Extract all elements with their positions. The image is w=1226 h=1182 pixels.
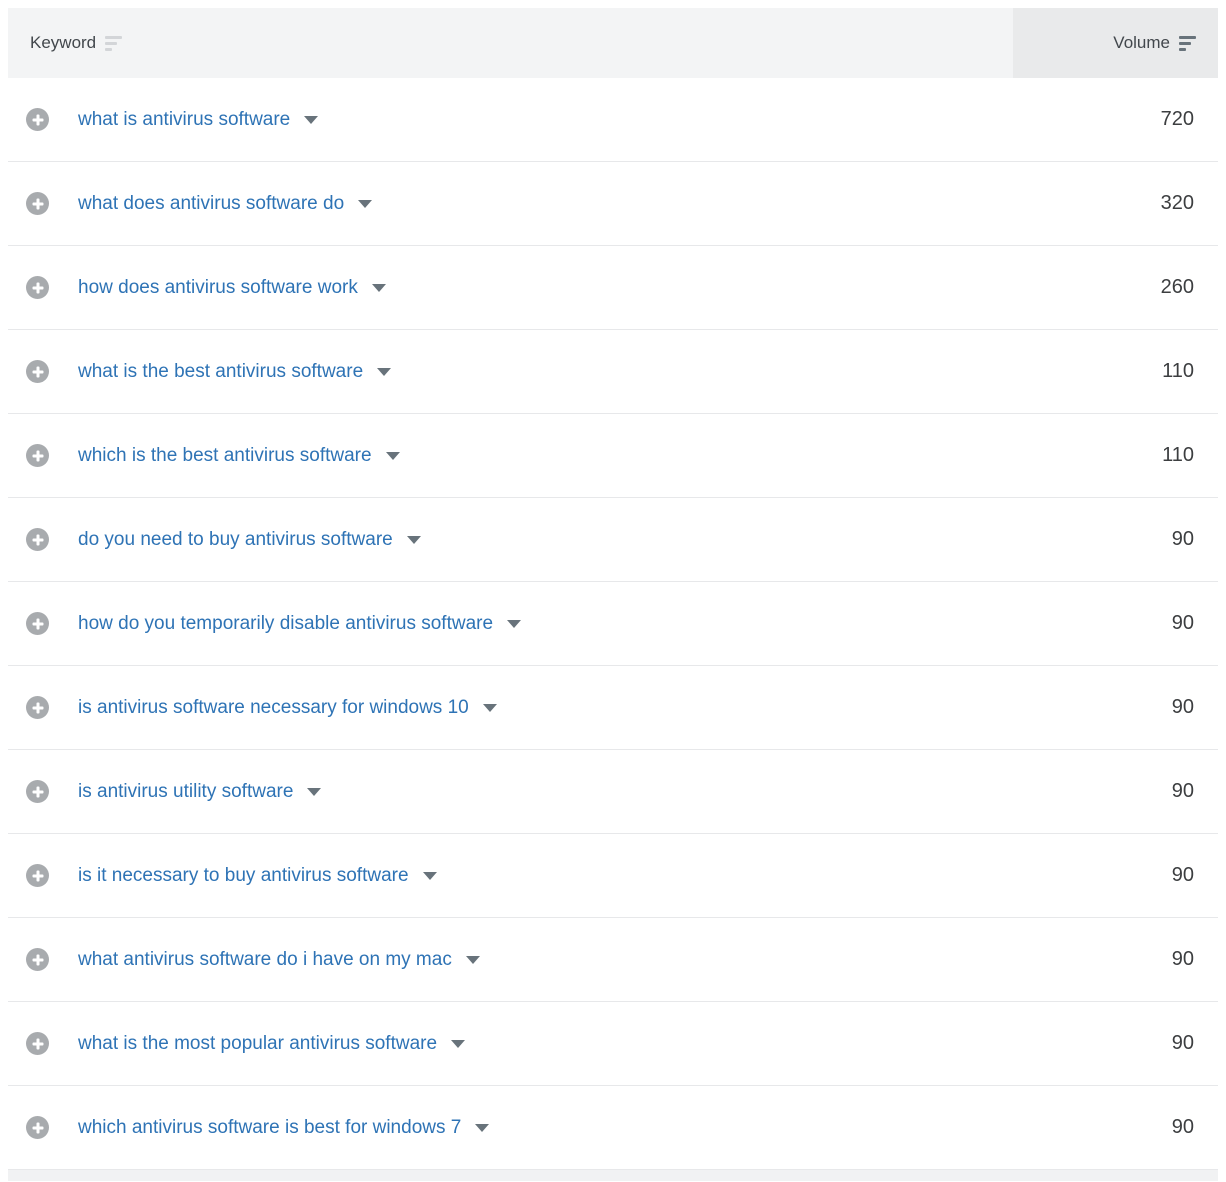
keyword-cell: what does antivirus software do	[8, 192, 1013, 215]
keyword-cell: what is antivirus software	[8, 108, 1013, 131]
keyword-cell: which is the best antivirus software	[8, 444, 1013, 467]
caret-down-icon[interactable]	[358, 199, 373, 208]
keyword-cell: what is the best antivirus software	[8, 360, 1013, 383]
add-keyword-button[interactable]	[26, 948, 49, 971]
add-keyword-button[interactable]	[26, 864, 49, 887]
caret-down-icon[interactable]	[422, 871, 437, 880]
keyword-link[interactable]: do you need to buy antivirus software	[78, 528, 393, 550]
table-body: what is antivirus software 720 what does…	[8, 78, 1218, 1170]
caret-down-icon[interactable]	[304, 115, 319, 124]
sort-lines-icon	[105, 35, 123, 51]
volume-value: 260	[1160, 276, 1194, 298]
keyword-link[interactable]: is it necessary to buy antivirus softwar…	[78, 864, 409, 886]
keyword-cell: do you need to buy antivirus software	[8, 528, 1013, 551]
volume-value: 90	[1171, 696, 1194, 718]
add-keyword-button[interactable]	[26, 108, 49, 131]
volume-column-label: Volume	[1113, 33, 1170, 52]
caret-down-icon[interactable]	[371, 283, 386, 292]
caret-down-icon[interactable]	[465, 955, 480, 964]
keyword-link[interactable]: what is the most popular antivirus softw…	[78, 1032, 438, 1054]
table-row: what is the most popular antivirus softw…	[8, 1002, 1218, 1086]
caret-down-icon[interactable]	[385, 451, 400, 460]
table-row: how does antivirus software work 260	[8, 246, 1218, 330]
table-footer-strip	[8, 1170, 1218, 1181]
table-row: what antivirus software do i have on my …	[8, 918, 1218, 1002]
add-keyword-button[interactable]	[26, 780, 49, 803]
volume-value: 90	[1171, 948, 1194, 970]
table-row: which is the best antivirus software 110	[8, 414, 1218, 498]
volume-value: 110	[1162, 360, 1194, 382]
add-keyword-button[interactable]	[26, 360, 49, 383]
add-keyword-button[interactable]	[26, 276, 49, 299]
volume-value: 90	[1171, 864, 1194, 886]
caret-down-icon[interactable]	[307, 787, 322, 796]
keyword-link[interactable]: is antivirus utility software	[78, 780, 294, 802]
keyword-link[interactable]: which is the best antivirus software	[78, 444, 372, 466]
volume-value: 720	[1160, 108, 1194, 130]
caret-down-icon[interactable]	[377, 367, 392, 376]
keyword-cell: is antivirus software necessary for wind…	[8, 696, 1013, 719]
caret-down-icon[interactable]	[507, 619, 522, 628]
keyword-cell: what antivirus software do i have on my …	[8, 948, 1013, 971]
table-row: what is antivirus software 720	[8, 78, 1218, 162]
keyword-link[interactable]: what antivirus software do i have on my …	[78, 948, 452, 970]
add-keyword-button[interactable]	[26, 192, 49, 215]
keyword-cell: is it necessary to buy antivirus softwar…	[8, 864, 1013, 887]
volume-value: 90	[1171, 612, 1194, 634]
keyword-cell: how do you temporarily disable antivirus…	[8, 612, 1013, 635]
add-keyword-button[interactable]	[26, 528, 49, 551]
table-row: what is the best antivirus software 110	[8, 330, 1218, 414]
caret-down-icon[interactable]	[406, 535, 421, 544]
keyword-cell: which antivirus software is best for win…	[8, 1116, 1013, 1139]
keyword-cell: is antivirus utility software	[8, 780, 1013, 803]
keyword-link[interactable]: is antivirus software necessary for wind…	[78, 696, 469, 718]
caret-down-icon[interactable]	[451, 1039, 466, 1048]
add-keyword-button[interactable]	[26, 444, 49, 467]
volume-value: 90	[1171, 1116, 1194, 1138]
caret-down-icon[interactable]	[475, 1123, 490, 1132]
keyword-column-header[interactable]: Keyword	[8, 8, 1013, 78]
add-keyword-button[interactable]	[26, 612, 49, 635]
caret-down-icon[interactable]	[482, 703, 497, 712]
table-header-row: Keyword Volume	[8, 8, 1218, 78]
table-row: is it necessary to buy antivirus softwar…	[8, 834, 1218, 918]
volume-column-header[interactable]: Volume	[1013, 8, 1218, 78]
keyword-link[interactable]: what does antivirus software do	[78, 192, 345, 214]
table-row: what does antivirus software do 320	[8, 162, 1218, 246]
sort-lines-icon	[1179, 35, 1196, 51]
volume-value: 90	[1171, 780, 1194, 802]
keyword-cell: how does antivirus software work	[8, 276, 1013, 299]
keyword-link[interactable]: how do you temporarily disable antivirus…	[78, 612, 494, 634]
keyword-cell: what is the most popular antivirus softw…	[8, 1032, 1013, 1055]
keyword-link[interactable]: what is antivirus software	[78, 108, 291, 130]
volume-value: 110	[1162, 444, 1194, 466]
table-row: which antivirus software is best for win…	[8, 1086, 1218, 1170]
keyword-link[interactable]: what is the best antivirus software	[78, 360, 364, 382]
keyword-column-label: Keyword	[30, 33, 97, 52]
table-row: do you need to buy antivirus software 90	[8, 498, 1218, 582]
volume-value: 320	[1160, 192, 1194, 214]
table-row: is antivirus utility software 90	[8, 750, 1218, 834]
table-row: is antivirus software necessary for wind…	[8, 666, 1218, 750]
add-keyword-button[interactable]	[26, 1032, 49, 1055]
volume-value: 90	[1171, 1032, 1194, 1054]
keyword-link[interactable]: which antivirus software is best for win…	[78, 1116, 462, 1138]
add-keyword-button[interactable]	[26, 1116, 49, 1139]
table-row: how do you temporarily disable antivirus…	[8, 582, 1218, 666]
volume-value: 90	[1171, 528, 1194, 550]
keyword-link[interactable]: how does antivirus software work	[78, 276, 358, 298]
add-keyword-button[interactable]	[26, 696, 49, 719]
